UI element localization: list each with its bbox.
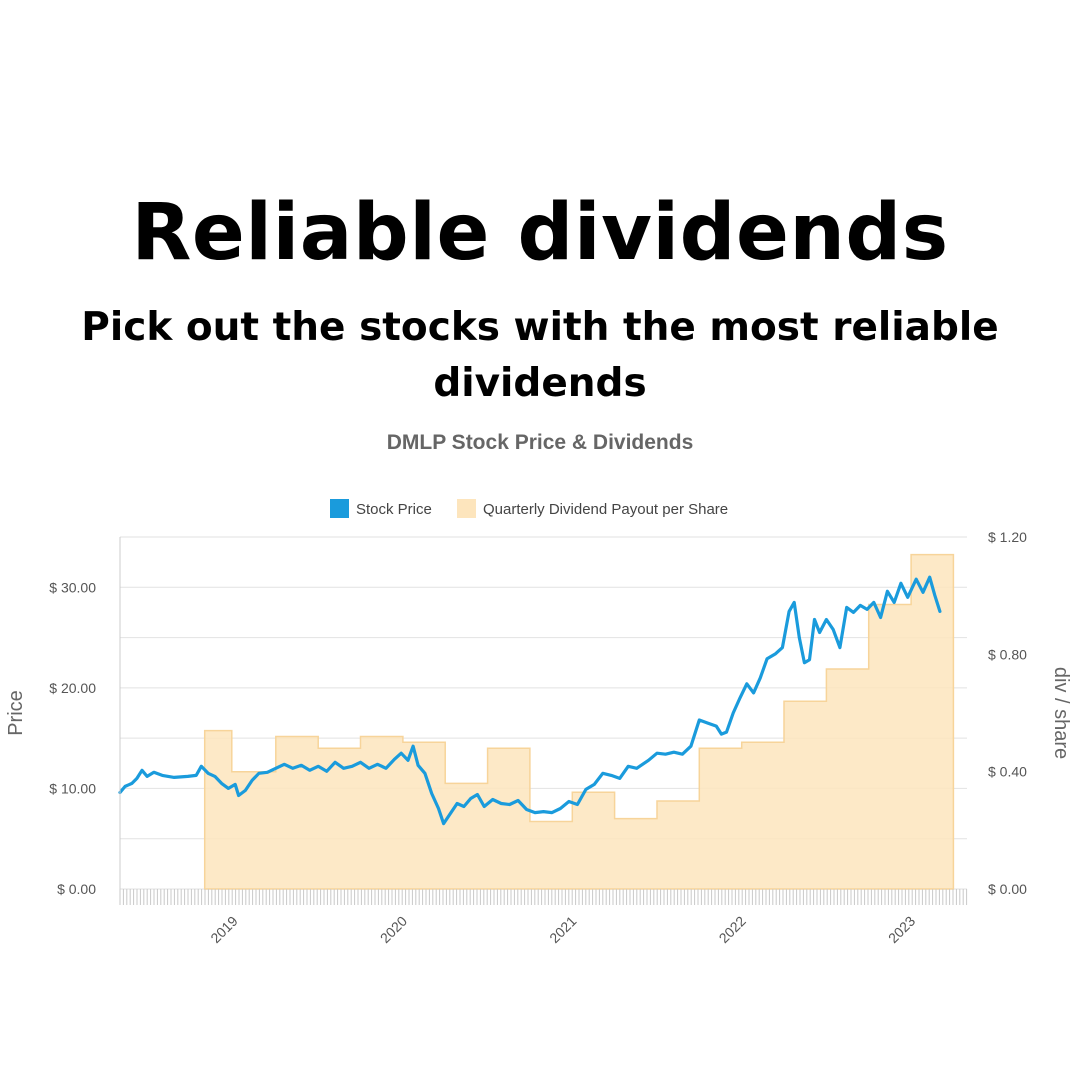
subheadline: Pick out the stocks with the most reliab… bbox=[81, 305, 999, 406]
x-tick-label: 2022 bbox=[716, 913, 749, 946]
y-right-tick-label: $ 0.40 bbox=[988, 764, 1027, 780]
y-left-tick-label: $ 20.00 bbox=[49, 680, 96, 696]
legend-label-dividend[interactable]: Quarterly Dividend Payout per Share bbox=[483, 501, 728, 518]
x-tick-label: 2020 bbox=[377, 913, 410, 946]
y-right-tick-label: $ 1.20 bbox=[988, 529, 1027, 545]
y-right-tick-label: $ 0.80 bbox=[988, 646, 1027, 662]
legend[interactable]: Stock Price Quarterly Dividend Payout pe… bbox=[330, 499, 728, 518]
stock-price-line bbox=[118, 575, 942, 826]
y-left-tick-label: $ 10.00 bbox=[49, 780, 96, 796]
dividend-step-area bbox=[203, 553, 955, 890]
x-tick-label: 2023 bbox=[885, 913, 918, 946]
x-axis-minor-ticks bbox=[119, 889, 968, 905]
y-axis-left-title: Price bbox=[5, 690, 27, 736]
x-tick-label: 2021 bbox=[546, 913, 579, 946]
y-left-tick-label: $ 30.00 bbox=[49, 579, 96, 595]
legend-swatch-stock-price[interactable] bbox=[330, 499, 349, 518]
legend-label-stock-price[interactable]: Stock Price bbox=[356, 501, 432, 518]
legend-swatch-dividend[interactable] bbox=[457, 499, 476, 518]
chart-title: DMLP Stock Price & Dividends bbox=[386, 431, 694, 454]
axes: $ 0.00 $ 10.00 $ 20.00 $ 30.00 $ 0.00 $ 0.40 $… bbox=[49, 529, 1027, 946]
dividend-area bbox=[203, 553, 955, 890]
price-line-group bbox=[118, 575, 942, 826]
y-right-tick-label: $ 0.00 bbox=[988, 881, 1027, 897]
y-left-tick-label: $ 0.00 bbox=[57, 881, 96, 897]
x-tick-label: 2019 bbox=[207, 913, 240, 946]
headline: Reliable dividends bbox=[131, 188, 949, 278]
y-axis-right-title: div / share bbox=[1050, 667, 1072, 759]
